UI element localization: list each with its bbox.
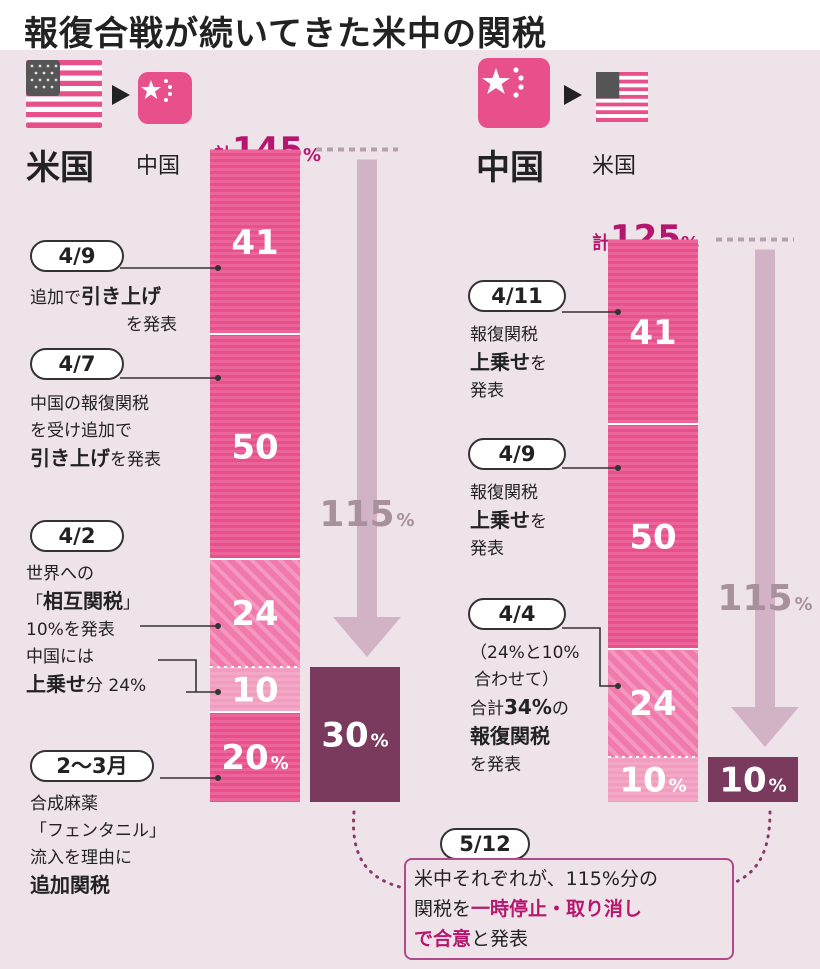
leader-dot xyxy=(615,683,621,689)
event-text: （24%と10% 合わせて） 合計34%の 報復関税 を発表 xyxy=(470,643,580,775)
bar-segment-texture xyxy=(608,757,698,802)
left-to-country: 中国 xyxy=(136,154,181,179)
segment-value-label: 41 xyxy=(231,223,278,263)
us-flag-icon xyxy=(26,60,102,128)
reduction-arrow-head xyxy=(333,617,401,657)
leader-dot xyxy=(615,309,621,315)
bar-segment xyxy=(210,559,300,667)
segment-value-label: 24 xyxy=(629,684,676,724)
page-title: 報復合戦が続いてきた米中の関税 xyxy=(24,14,547,54)
left-from-country: 米国 xyxy=(26,148,94,188)
leader-dot xyxy=(215,375,221,381)
arrow-right-icon xyxy=(562,84,584,106)
event-text: 世界への 「相互関税」 10%を発表 中国には 上乗せ分 24% xyxy=(26,564,147,696)
leader-dot xyxy=(615,465,621,471)
result-value-label: 30% xyxy=(321,716,388,756)
title-bar xyxy=(0,0,820,50)
leader-dot xyxy=(215,775,221,781)
leader-dot xyxy=(215,265,221,271)
agreement-connector xyxy=(351,810,406,890)
event-date-pill: 4/11 xyxy=(468,280,566,312)
right-to-country: 米国 xyxy=(592,154,637,179)
leader-line xyxy=(562,627,618,687)
agreement-date-pill: 5/12 xyxy=(440,828,530,860)
event-date-pill: 4/7 xyxy=(30,348,124,380)
bar-segment-texture xyxy=(210,667,300,712)
segment-value-label: 10 xyxy=(231,671,278,711)
leader-dot xyxy=(215,689,221,695)
china-flag-icon xyxy=(138,72,192,124)
reduction-value-label: 115% xyxy=(319,494,414,535)
event-text: 中国の報復関税 を受け追加で 引き上げを発表 xyxy=(30,394,161,470)
leader-dot xyxy=(215,623,221,629)
reduction-arrow-shaft xyxy=(357,159,377,617)
segment-value-label: 50 xyxy=(629,518,676,558)
event-text: 追加で引き上げ を発表 xyxy=(30,284,177,335)
event-date-pill: 2〜3月 xyxy=(30,750,154,782)
result-bar xyxy=(708,757,798,802)
bar-segment-texture xyxy=(608,424,698,649)
agreement-connector xyxy=(716,810,772,890)
segment-value-label: 50 xyxy=(231,428,278,468)
event-date-pill: 4/9 xyxy=(468,438,566,470)
event-text: 報復関税 上乗せを 発表 xyxy=(470,325,547,401)
reduction-value-label: 115% xyxy=(717,578,812,619)
reduction-arrow-shaft xyxy=(755,249,775,707)
china-flag-icon xyxy=(478,58,550,128)
event-date-pill: 4/9 xyxy=(30,240,124,272)
reduction-arrow-head xyxy=(731,707,799,747)
event-text: 報復関税 上乗せを 発表 xyxy=(470,483,547,559)
bar-segment-texture xyxy=(210,712,300,802)
right-from-country: 中国 xyxy=(476,148,544,188)
event-date-pill: 4/2 xyxy=(30,520,124,552)
bar-segment-texture xyxy=(210,149,300,334)
result-value-label: 10% xyxy=(719,761,786,801)
event-date-pill: 4/4 xyxy=(468,598,566,630)
leader-line xyxy=(158,659,197,692)
event-text: 合成麻薬 「フェンタニル」 流入を理由に 追加関税 xyxy=(30,794,166,897)
bar-segment-texture xyxy=(210,334,300,559)
bar-segment-texture xyxy=(608,239,698,424)
segment-value-label: 24 xyxy=(231,594,278,634)
us-flag-icon xyxy=(596,72,648,122)
result-bar xyxy=(310,667,400,802)
agreement-box: 米中それぞれが、115%分の 関税を一時停止・取り消し で合意と発表 xyxy=(404,858,734,960)
bar-segment xyxy=(608,649,698,757)
segment-value-label: 41 xyxy=(629,313,676,353)
arrow-right-icon xyxy=(110,84,132,106)
